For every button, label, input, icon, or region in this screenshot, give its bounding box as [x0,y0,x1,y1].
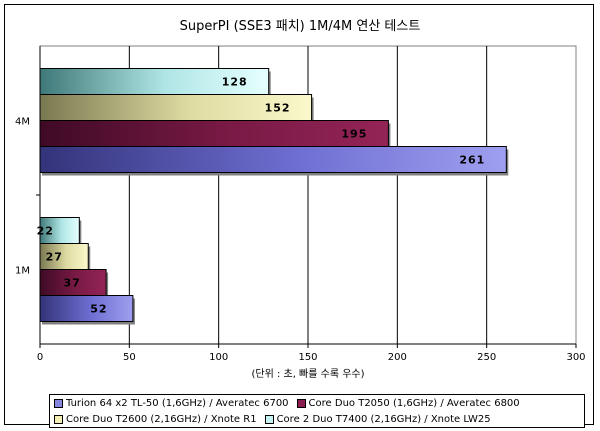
bar [39,269,107,296]
bar-chart: SuperPI (SSE3 패치) 1M/4M 연산 테스트 128 152 195… [15,19,586,380]
bar-value-label: 27 [46,251,63,264]
bar-value-label: 195 [341,128,367,141]
x-tick-label: 100 [209,352,228,363]
legend-swatch [54,399,63,408]
bar [39,295,134,322]
legend-item-t2600: Core Duo T2600 (2,16GHz) / Xnote R1 [54,414,257,425]
legend: Turion 64 x2 TL-50 (1,6GHz) / Averatec 6… [49,394,585,428]
legend-item-t7400: Core 2 Duo T7400 (2,16GHz) / Xnote LW25 [264,414,491,425]
legend-label: Core Duo T2600 (2,16GHz) / Xnote R1 [66,414,257,425]
chart-frame: SuperPI (SSE3 패치) 1M/4M 연산 테스트 128 152 195… [4,4,594,428]
y-category-label: 1M [15,266,30,277]
legend-swatch [54,415,63,424]
bar-value-label: 37 [63,277,80,290]
bar-value-label: 152 [265,102,291,115]
bar [39,120,389,147]
bar-value-label: 52 [90,303,107,316]
legend-label: Core Duo T2050 (1,6GHz) / Averatec 6800 [308,398,520,409]
legend-label: Turion 64 x2 TL-50 (1,6GHz) / Averatec 6… [66,398,289,409]
bar-value-label: 22 [37,225,54,238]
x-tick-label: 250 [477,352,496,363]
x-tick-label: 150 [298,352,317,363]
chart-title: SuperPI (SSE3 패치) 1M/4M 연산 테스트 [180,19,421,34]
axes: 0 50 100 150 200 250 300 4M 1M [15,46,586,363]
bar-value-label: 128 [222,76,248,89]
x-tick-label: 50 [123,352,136,363]
legend-item-t2050: Core Duo T2050 (1,6GHz) / Averatec 6800 [296,398,520,409]
x-axis-label: (단위 : 초, 빠를 수록 우수) [251,367,364,380]
bar [39,146,507,173]
x-tick-label: 0 [37,352,43,363]
x-tick-label: 300 [566,352,585,363]
bar-value-label: 261 [459,154,485,167]
legend-label: Core 2 Duo T7400 (2,16GHz) / Xnote LW25 [276,414,491,425]
legend-item-turion: Turion 64 x2 TL-50 (1,6GHz) / Averatec 6… [54,398,289,409]
y-category-label: 4M [15,117,30,128]
x-tick-label: 200 [388,352,407,363]
legend-swatch [264,415,274,424]
legend-swatch [296,399,306,408]
